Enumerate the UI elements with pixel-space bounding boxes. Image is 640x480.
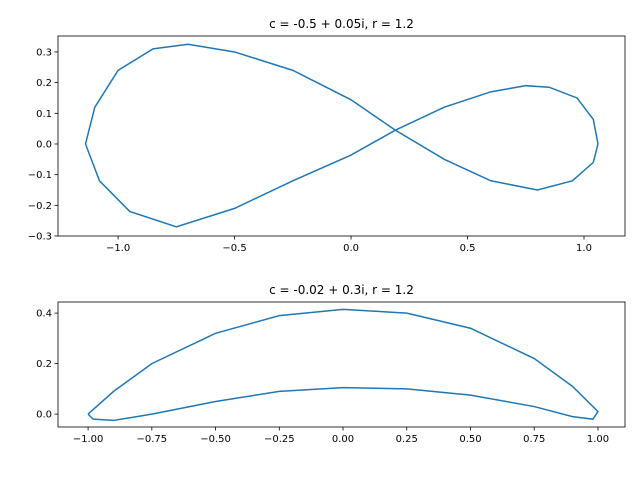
x-tick-label: −1.0 [106, 243, 130, 254]
x-tick-label: −0.5 [222, 243, 246, 254]
chart-title: c = -0.5 + 0.05i, r = 1.2 [269, 17, 414, 31]
x-tick-label: 0.0 [343, 243, 359, 254]
chart-title: c = -0.02 + 0.3i, r = 1.2 [269, 283, 414, 297]
x-tick-label: 1.0 [576, 243, 592, 254]
x-tick-label: −1.00 [73, 434, 104, 445]
x-tick-label: 1.00 [587, 434, 609, 445]
y-tick-label: −0.2 [28, 201, 52, 212]
x-tick-label: −0.50 [200, 434, 231, 445]
y-tick-label: 0.4 [36, 309, 52, 320]
x-tick-label: 0.50 [459, 434, 481, 445]
y-tick-label: −0.3 [28, 232, 52, 243]
axes-frame [57, 301, 626, 428]
axes-frame [57, 35, 626, 237]
y-tick-label: 0.0 [36, 139, 52, 150]
x-tick-label: 0.75 [523, 434, 545, 445]
y-tick-label: 0.2 [36, 359, 52, 370]
y-tick-label: 0.3 [36, 47, 52, 58]
y-tick-label: −0.1 [28, 170, 52, 181]
y-tick-label: 0.1 [36, 109, 52, 120]
x-tick-label: −0.25 [264, 434, 295, 445]
curve [84, 43, 599, 228]
x-tick-label: 0.25 [396, 434, 418, 445]
x-tick-label: −0.75 [136, 434, 167, 445]
y-tick-label: 0.0 [36, 410, 52, 421]
y-tick-label: 0.2 [36, 78, 52, 89]
x-tick-label: 0.5 [460, 243, 476, 254]
x-tick-label: 0.00 [332, 434, 354, 445]
curve [87, 308, 599, 422]
